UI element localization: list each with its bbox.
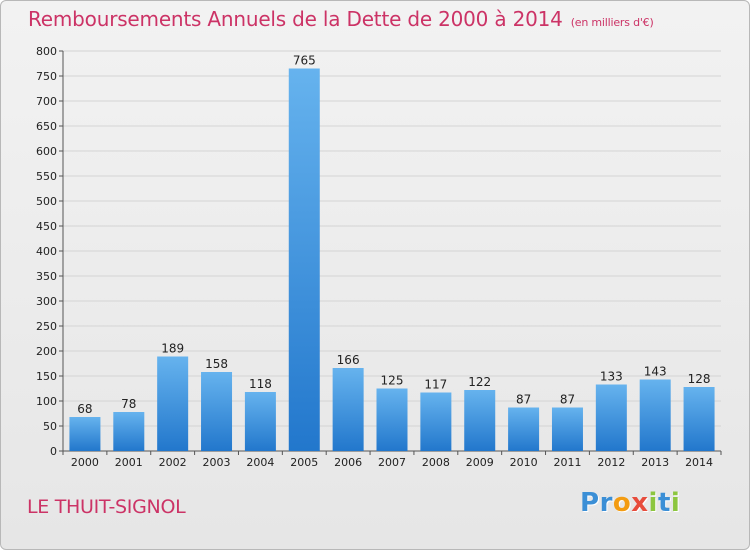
x-tick-label-2006: 2006: [334, 456, 362, 469]
value-label-2004: 118: [249, 377, 272, 391]
y-tick-label: 50: [43, 420, 57, 433]
value-label-2006: 166: [337, 353, 360, 367]
x-tick-label-2008: 2008: [422, 456, 450, 469]
value-label-2013: 143: [644, 365, 667, 379]
x-tick-label-2009: 2009: [466, 456, 494, 469]
x-tick-label-2001: 2001: [115, 456, 143, 469]
title-text: Remboursements Annuels de la Dette de 20…: [28, 7, 563, 31]
bar-2011: [551, 407, 583, 451]
value-label-2012: 133: [600, 370, 623, 384]
value-label-2003: 158: [205, 357, 228, 371]
y-tick-label: 400: [36, 245, 57, 258]
y-tick-label: 650: [36, 120, 57, 133]
bar-2008: [420, 392, 452, 451]
bar-2014: [683, 387, 715, 451]
y-tick-label: 250: [36, 320, 57, 333]
x-tick-label-2005: 2005: [290, 456, 318, 469]
value-label-2001: 78: [121, 397, 136, 411]
y-tick-label: 500: [36, 195, 57, 208]
value-label-2010: 87: [516, 393, 531, 407]
y-tick-label: 100: [36, 395, 57, 408]
bar-2003: [201, 372, 233, 451]
y-tick-label: 200: [36, 345, 57, 358]
y-tick-label: 0: [50, 445, 57, 458]
logo-letter: i: [670, 488, 681, 518]
logo-letter: x: [631, 488, 649, 518]
value-labels: 68 78 189 158 118 765 166 125 117 122 87 87 133 143 12…: [77, 54, 710, 417]
bar-2005: [288, 68, 320, 451]
proxiti-logo: Proxiti: [580, 488, 680, 518]
bar-2012: [595, 384, 627, 451]
bar-2010: [508, 407, 540, 451]
logo-letter: o: [612, 488, 632, 518]
title-unit: (en milliers d'€): [570, 16, 654, 29]
logo-letter: P: [580, 488, 600, 518]
x-tick-label-2012: 2012: [597, 456, 625, 469]
chart-title: Remboursements Annuels de la Dette de 20…: [28, 7, 654, 31]
bars: [69, 68, 715, 451]
value-label-2007: 125: [381, 374, 404, 388]
logo-letter: i: [648, 488, 658, 518]
x-tick-label-2013: 2013: [641, 456, 669, 469]
bar-2013: [639, 379, 671, 451]
bar-2004: [244, 392, 276, 451]
y-tick-label: 550: [36, 170, 57, 183]
x-tick-label-2003: 2003: [203, 456, 231, 469]
value-label-2011: 87: [560, 393, 575, 407]
x-tick-label-2011: 2011: [553, 456, 581, 469]
value-label-2014: 128: [688, 372, 711, 386]
value-label-2000: 68: [77, 402, 92, 416]
x-tick-label-2014: 2014: [685, 456, 713, 469]
value-label-2009: 122: [468, 375, 491, 389]
bar-2002: [157, 356, 189, 451]
y-tick-label: 450: [36, 220, 57, 233]
y-tick-label: 150: [36, 370, 57, 383]
bar-2006: [332, 368, 364, 451]
x-tick-label-2000: 2000: [71, 456, 99, 469]
value-label-2002: 189: [161, 342, 184, 356]
y-tick-label: 800: [36, 45, 57, 58]
bar-2007: [376, 388, 408, 451]
y-tick-label: 300: [36, 295, 57, 308]
x-tick-label-2007: 2007: [378, 456, 406, 469]
x-tick-label-2004: 2004: [246, 456, 274, 469]
y-tick-label: 750: [36, 70, 57, 83]
x-tick-label-2010: 2010: [510, 456, 538, 469]
y-tick-label: 350: [36, 270, 57, 283]
bar-2000: [69, 417, 101, 451]
bar-2001: [113, 412, 145, 451]
y-tick-label: 700: [36, 95, 57, 108]
commune-name: LE THUIT-SIGNOL: [27, 496, 186, 518]
value-label-2005: 765: [293, 54, 316, 68]
value-label-2008: 117: [424, 378, 447, 392]
y-tick-label: 600: [36, 145, 57, 158]
x-tick-label-2002: 2002: [159, 456, 187, 469]
logo-letter: t: [657, 488, 671, 518]
bar-2009: [464, 390, 496, 451]
logo-letter: r: [599, 488, 613, 518]
x-tick-labels: 2000 2001 2002 2003 2004 2005 2006 2007 2008 2009…: [71, 456, 713, 469]
y-tick-labels: 0 50 100 150 200 250 300 350 400 450 500 550 600 650 7…: [36, 45, 57, 458]
